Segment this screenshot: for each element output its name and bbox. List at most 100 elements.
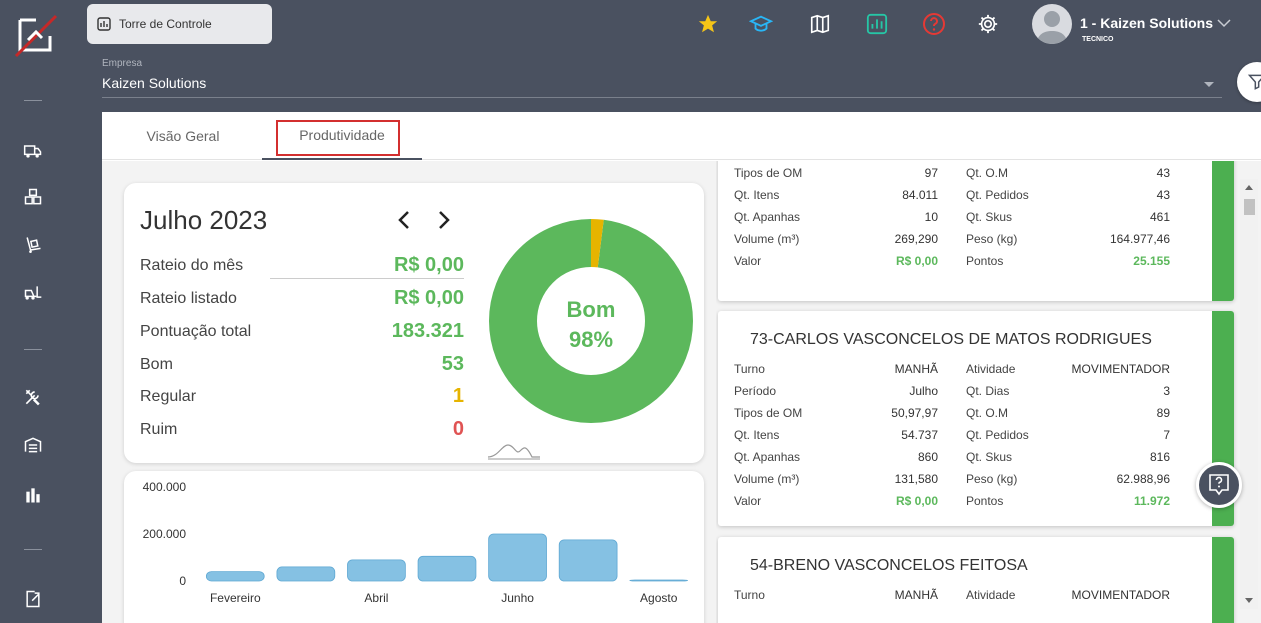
previous-month-button[interactable] xyxy=(394,209,414,231)
field-left: Valor R$ 0,00 xyxy=(734,251,938,271)
help-chat-button[interactable] xyxy=(1196,462,1242,508)
field-label: Qt. Pedidos xyxy=(966,428,1029,442)
field-value: 25.155 xyxy=(1133,254,1170,268)
stat-row-ruim: Ruim 0 xyxy=(140,413,464,443)
field-label: Qt. Apanhas xyxy=(734,210,801,224)
chart-box-icon xyxy=(97,17,111,31)
scroll-up-arrow-icon[interactable] xyxy=(1245,185,1253,190)
field-right: Peso (kg) 62.988,96 xyxy=(966,469,1170,489)
field-value: 816 xyxy=(1149,450,1170,464)
field-left: Qt. Apanhas 10 xyxy=(734,207,938,227)
company-select[interactable]: Empresa Kaizen Solutions xyxy=(102,56,1222,98)
status-bar xyxy=(1212,537,1234,623)
field-left: Turno MANHÃ xyxy=(734,585,938,605)
gear-icon[interactable] xyxy=(976,12,1000,36)
bar-julho[interactable] xyxy=(558,539,618,582)
star-icon[interactable] xyxy=(696,12,720,36)
field-label: Peso (kg) xyxy=(966,472,1018,486)
bar-março[interactable] xyxy=(276,566,336,582)
field-label: Período xyxy=(734,384,777,398)
stat-value: R$ 0,00 xyxy=(393,254,464,276)
field-right: Atividade MOVIMENTADOR xyxy=(966,359,1170,379)
field-label: Qt. Apanhas xyxy=(734,450,801,464)
next-month-button[interactable] xyxy=(434,209,454,231)
bar-maio[interactable] xyxy=(417,555,477,582)
stat-row-pontuacao: Pontuação total 183.321 xyxy=(140,315,464,345)
field-label: Valor xyxy=(734,254,762,268)
employee-card[interactable]: Tipos de OM 97 Qt. O.M 43 Qt. Itens 84.011 Qt.… xyxy=(718,161,1234,301)
field-value: 860 xyxy=(917,450,938,464)
stat-value: R$ 0,00 xyxy=(393,287,464,309)
avatar[interactable] xyxy=(1032,4,1072,44)
bar-junho[interactable] xyxy=(488,533,547,582)
bar-agosto[interactable] xyxy=(629,579,689,582)
field-value: R$ 0,00 xyxy=(895,254,938,268)
stat-divider xyxy=(270,278,464,279)
field-left: Valor R$ 0,00 xyxy=(734,491,938,511)
forklift-icon[interactable] xyxy=(22,282,44,304)
bar-fevereiro[interactable] xyxy=(205,571,265,582)
export-icon[interactable] xyxy=(22,588,44,610)
field-right: Atividade MOVIMENTADOR xyxy=(966,585,1170,605)
scroll-thumb[interactable] xyxy=(1244,199,1255,215)
scrollbar[interactable] xyxy=(1240,179,1258,609)
field-value: Julho xyxy=(909,384,938,398)
field-right: Pontos 25.155 xyxy=(966,251,1170,271)
stat-row-bom: Bom 53 xyxy=(140,348,464,378)
question-bubble-icon xyxy=(1209,474,1229,496)
chart-icon[interactable] xyxy=(865,12,889,36)
field-right: Qt. O.M 43 xyxy=(966,163,1170,183)
field-left: Qt. Itens 84.011 xyxy=(734,185,938,205)
field-value: 54.737 xyxy=(901,428,938,442)
tab-produtividade[interactable]: Produtividade xyxy=(262,112,422,160)
map-icon[interactable] xyxy=(808,12,832,36)
x-tick-label: Abril xyxy=(364,591,388,605)
user-name[interactable]: 1 - Kaizen Solutions xyxy=(1080,15,1214,31)
boxes-icon[interactable] xyxy=(22,186,44,208)
employee-list: Tipos de OM 97 Qt. O.M 43 Qt. Itens 84.011 Qt.… xyxy=(716,161,1254,623)
chevron-down-icon[interactable] xyxy=(1215,14,1233,32)
tools-icon[interactable] xyxy=(22,386,44,408)
tab-label: Produtividade xyxy=(299,127,385,143)
page-tab[interactable]: Torre de Controle xyxy=(87,4,272,44)
field-left: Tipos de OM 50,97,97 xyxy=(734,403,938,423)
donut-slice-regular xyxy=(489,219,693,423)
bar-abril[interactable] xyxy=(347,559,406,582)
field-value: 62.988,96 xyxy=(1116,472,1170,486)
field-value: 269,290 xyxy=(894,232,938,246)
stat-row-rateio-listado: Rateio listado R$ 0,00 xyxy=(140,282,464,312)
dolly-icon[interactable] xyxy=(22,234,44,256)
tab-visao-geral[interactable]: Visão Geral xyxy=(124,112,242,160)
field-value: 43 xyxy=(1156,188,1170,202)
field-left: Volume (m³) 269,290 xyxy=(734,229,938,249)
field-value: MOVIMENTADOR xyxy=(1071,588,1170,602)
chevron-left-icon xyxy=(398,211,409,229)
filter-button[interactable] xyxy=(1237,62,1261,102)
app-logo[interactable] xyxy=(12,10,60,58)
bar-chart: 400.000 200.000 0 Fevereiro Abril Junho Agosto xyxy=(143,480,689,605)
employee-card[interactable]: 73-CARLOS VASCONCELOS DE MATOS RODRIGUES… xyxy=(718,311,1234,526)
field-label: Tipos de OM xyxy=(734,406,803,420)
field-right: Qt. Skus 816 xyxy=(966,447,1170,467)
employee-name: 73-CARLOS VASCONCELOS DE MATOS RODRIGUES xyxy=(750,331,1152,348)
donut-percent: 98% xyxy=(568,327,614,352)
field-left: Volume (m³) 131,580 xyxy=(734,469,938,489)
stat-row-regular: Regular 1 xyxy=(140,380,464,410)
field-value: 43 xyxy=(1156,166,1170,180)
help-icon[interactable] xyxy=(922,12,946,36)
field-label: Qt. Skus xyxy=(966,450,1013,464)
user-role: TECNICO xyxy=(1082,36,1114,43)
field-value: 89 xyxy=(1156,406,1170,420)
graduation-cap-icon[interactable] xyxy=(749,12,773,36)
employee-card[interactable]: 54-BRENO VASCONCELOS FEITOSA Turno MANHÃ At… xyxy=(718,537,1234,623)
field-value: 10 xyxy=(924,210,938,224)
field-label: Volume (m³) xyxy=(734,472,800,486)
truck-icon[interactable] xyxy=(22,140,44,162)
curve-icon[interactable] xyxy=(486,441,542,461)
bar-chart-icon[interactable] xyxy=(22,484,44,506)
stat-label: Rateio listado xyxy=(140,290,237,307)
warehouse-icon[interactable] xyxy=(22,434,44,456)
scroll-down-arrow-icon[interactable] xyxy=(1245,598,1253,603)
stat-value: 0 xyxy=(452,418,464,440)
left-rail xyxy=(0,0,75,623)
